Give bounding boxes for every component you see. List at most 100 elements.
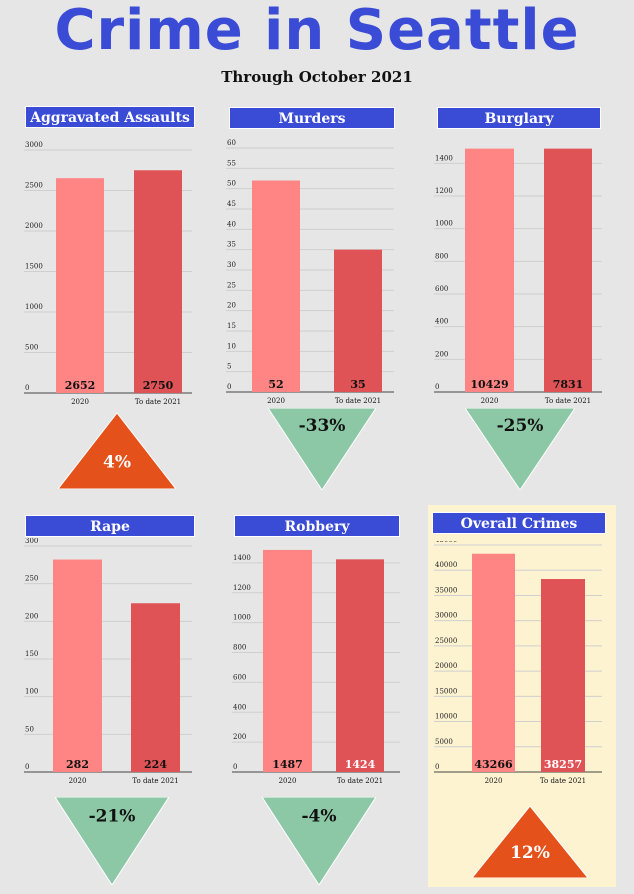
y-tick-label: 200 [233, 733, 246, 741]
chart-title: Aggravated Assaults [25, 106, 195, 128]
bar-value-label: 52 [268, 378, 283, 391]
x-tick-label: 2020 [279, 777, 297, 785]
y-tick-label: 1500 [25, 263, 43, 271]
change-percent-label: -4% [301, 807, 336, 827]
y-tick-label: 800 [233, 644, 246, 652]
x-tick-label: 2020 [71, 398, 89, 406]
bar-2021 [334, 249, 382, 392]
x-tick-label: To date 2021 [540, 777, 586, 785]
bar-2021 [541, 579, 585, 772]
y-tick-label: 20000 [435, 662, 457, 670]
change-triangle [58, 413, 176, 489]
y-tick-label: 400 [233, 703, 246, 711]
change-triangle [268, 408, 376, 490]
decrease-arrow: -21% [55, 797, 169, 885]
bar-value-label: 224 [144, 758, 167, 771]
decrease-arrow: -33% [268, 408, 376, 490]
y-tick-label: 1000 [233, 614, 251, 622]
bar-value-label: 282 [66, 758, 89, 771]
y-tick-label: 60 [227, 139, 236, 147]
y-tick-label: 600 [435, 285, 448, 293]
y-tick-label: 1000 [25, 303, 43, 311]
y-tick-label: 15 [227, 322, 236, 330]
bar-value-label: 35 [350, 378, 365, 391]
page-subtitle: Through October 2021 [221, 68, 413, 86]
change-triangle [465, 408, 575, 490]
decrease-arrow: -25% [465, 408, 575, 490]
bar-chart: 0 500 1000 1500 2000 2500 3000 2652 2020 2750 To d… [24, 141, 192, 406]
y-tick-label: 300 [25, 538, 38, 545]
bar-2020 [472, 553, 515, 772]
bar-value-label: 7831 [553, 378, 584, 391]
y-tick-label: 2000 [25, 222, 43, 230]
y-tick-label: 50 [227, 180, 236, 188]
y-tick-label: 35000 [435, 586, 457, 594]
increase-arrow: 12% [472, 806, 588, 878]
y-tick-label: 100 [25, 688, 38, 696]
x-tick-label: To date 2021 [132, 777, 178, 785]
y-tick-label: 15000 [435, 687, 457, 695]
y-tick-label: 10 [227, 342, 236, 350]
change-percent-label: 12% [510, 843, 550, 863]
change-percent-label: -25% [497, 416, 544, 436]
y-tick-label: 40 [227, 220, 236, 228]
x-tick-label: 2020 [481, 397, 499, 405]
y-tick-label: 1200 [233, 584, 251, 592]
bar-value-label: 2652 [65, 379, 96, 392]
x-tick-label: To date 2021 [337, 777, 383, 785]
chart-title: Robbery [234, 515, 400, 537]
y-tick-label: 25000 [435, 637, 457, 645]
chart-title: Rape [25, 515, 195, 537]
bar-2020 [465, 148, 514, 392]
bar-value-label: 38257 [544, 758, 582, 771]
y-tick-label: 150 [25, 650, 38, 658]
y-tick-label: 1200 [435, 187, 453, 195]
y-tick-label: 200 [435, 350, 448, 358]
y-tick-label: 3000 [25, 141, 43, 149]
y-tick-label: 200 [25, 612, 38, 620]
y-tick-label: 10000 [435, 713, 457, 721]
bar-value-label: 10429 [470, 378, 508, 391]
y-tick-label: 1400 [435, 154, 453, 162]
y-tick-label: 0 [435, 763, 439, 771]
x-tick-label: 2020 [267, 397, 285, 405]
bar-chart: 0 50 100 150 200 250 300 282 2020 224 To date 2021 [24, 538, 192, 785]
y-tick-label: 45 [227, 200, 236, 208]
y-tick-label: 1000 [435, 220, 453, 228]
change-triangle [472, 806, 588, 878]
change-percent-label: -21% [89, 807, 136, 827]
y-tick-label: 2500 [25, 182, 43, 190]
y-tick-label: 35 [227, 241, 236, 249]
y-tick-label: 25 [227, 281, 236, 289]
bar-chart: 0 5000 10000 15000 20000 25000 30000 35000 40000… [434, 541, 602, 785]
y-tick-label: 400 [435, 318, 448, 326]
y-tick-label: 5000 [435, 738, 453, 746]
x-tick-label: To date 2021 [335, 397, 381, 405]
y-tick-label: 0 [435, 383, 439, 391]
bar-2020 [252, 180, 300, 392]
y-tick-label: 0 [25, 384, 29, 392]
x-tick-label: 2020 [485, 777, 503, 785]
y-tick-label: 0 [25, 763, 29, 771]
bar-2021 [544, 148, 592, 392]
y-tick-label: 250 [25, 575, 38, 583]
chart-title: Overall Crimes [432, 512, 606, 534]
y-tick-label: 1400 [233, 554, 251, 562]
x-tick-label: To date 2021 [545, 397, 591, 405]
y-tick-label: 500 [25, 344, 38, 352]
bar-value-label: 43266 [474, 758, 513, 771]
bar-chart: 0 200 400 600 800 1000 1200 1400 10429 2020 7831 To… [434, 148, 602, 405]
y-tick-label: 800 [435, 252, 448, 260]
y-tick-label: 0 [233, 763, 237, 771]
x-tick-label: To date 2021 [135, 398, 181, 406]
bar-chart: 0 5 10 15 20 25 30 35 40 45 50 55 60 52 2020 35 To date … [226, 139, 394, 405]
change-triangle [55, 797, 169, 885]
bar-value-label: 1424 [345, 758, 376, 771]
y-tick-label: 55 [227, 159, 236, 167]
bar-chart: 0 200 400 600 800 1000 1200 1400 1487 2020 1424 To … [232, 549, 400, 785]
bar-2021 [131, 603, 180, 772]
change-percent-label: 4% [103, 453, 131, 473]
y-tick-label: 30 [227, 261, 236, 269]
y-tick-label: 0 [227, 383, 231, 391]
bar-2020 [56, 178, 104, 393]
